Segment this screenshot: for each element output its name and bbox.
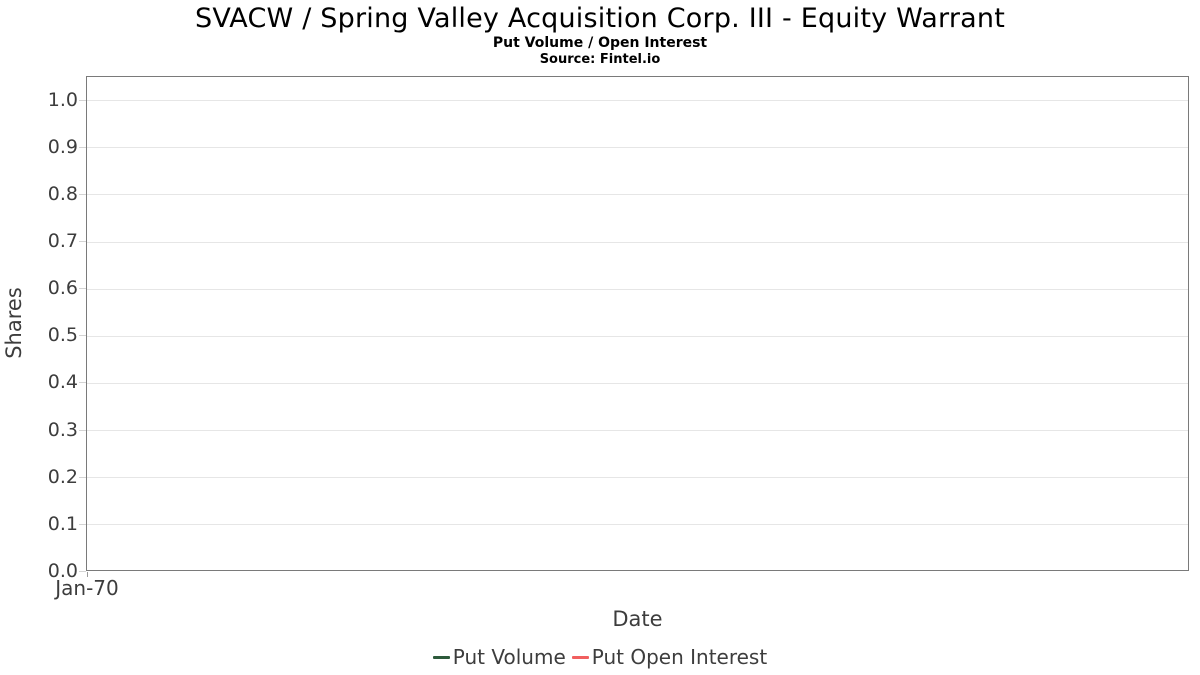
y-tick-label-0.8: 0.8 [47,182,78,205]
y-tick-mark [79,146,86,148]
gridline-y-0.3 [87,430,1188,432]
y-tick-mark [79,476,86,478]
y-tick-label-0.4: 0.4 [47,371,78,394]
y-tick-mark [79,241,86,242]
y-tick-mark [79,335,86,337]
chart-subtitle: Put Volume / Open Interest [492,35,708,51]
plot-area [86,76,1189,571]
legend-item-put-open-interest: Put Open Interest [571,645,768,669]
y-axis-tick-labels: 0.0 0.1 0.2 0.3 0.4 0.5 0.6 0.7 0.8 0.9 1.0 [0,0,78,675]
chart-title: SVACW / Spring Valley Acquisition Corp. … [195,3,1005,34]
y-tick-mark [79,193,86,195]
put-open-interest-line-swatch [571,655,589,659]
y-tick-label-1.0: 1.0 [47,88,78,111]
gridline-y-0.4 [87,382,1188,384]
put-volume-line-swatch [432,655,450,659]
legend: Put Volume Put Open Interest [0,645,1200,669]
y-tick-label-0.7: 0.7 [47,230,78,252]
chart-source: Source: Fintel.io [539,52,661,67]
gridline-y-0.1 [87,524,1188,526]
y-tick-label-0.3: 0.3 [47,418,78,441]
gridline-y-0.2 [87,477,1188,479]
gridline-y-0.7 [87,241,1188,243]
y-tick-mark [79,382,86,384]
y-axis-title: Shares [2,287,26,359]
y-tick-label-0.0: 0.0 [47,560,78,582]
y-tick-mark [79,99,86,101]
y-tick-label-0.9: 0.9 [47,135,78,158]
x-tick-mark [87,572,88,577]
gridline-y-0.9 [87,147,1188,149]
legend-item-put-volume: Put Volume [432,645,566,669]
gridline-y-0.6 [87,288,1188,290]
y-tick-label-0.1: 0.1 [47,512,78,535]
y-tick-mark [79,523,86,525]
y-tick-label-0.5: 0.5 [47,324,78,347]
gridline-y-1.0 [87,100,1188,102]
x-axis-title: Date [612,607,663,631]
y-tick-mark [79,288,86,290]
y-tick-label-0.2: 0.2 [47,465,78,488]
gridline-y-0.8 [87,194,1188,196]
legend-label: Put Volume [452,645,566,669]
y-tick-mark [79,429,86,431]
legend-label: Put Open Interest [591,645,768,669]
gridline-y-0.5 [87,335,1188,337]
y-tick-mark [79,571,86,572]
y-tick-label-0.6: 0.6 [47,277,78,300]
x-tick-label-Jan-70: Jan-70 [55,576,119,600]
